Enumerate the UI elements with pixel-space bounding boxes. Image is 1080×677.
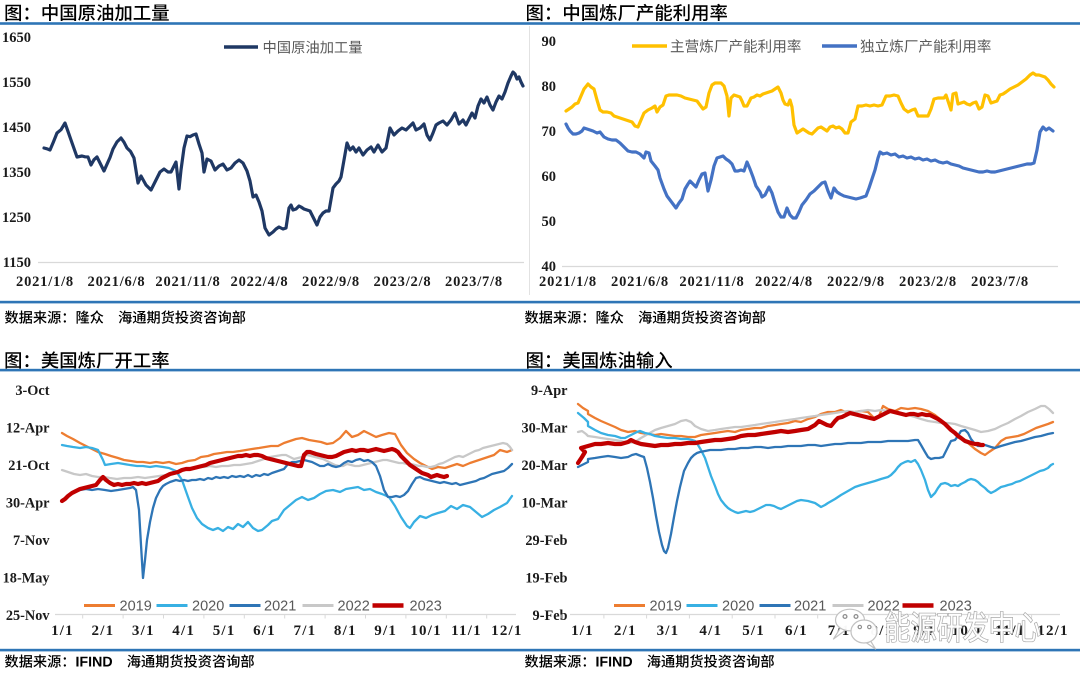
svg-text:2023/2/8: 2023/2/8 (899, 274, 957, 290)
svg-text:2022: 2022 (868, 599, 900, 615)
svg-text:11/1: 11/1 (451, 623, 482, 639)
svg-text:2/1: 2/1 (614, 623, 637, 639)
svg-text:20-Mar: 20-Mar (521, 458, 568, 474)
svg-text:70: 70 (542, 124, 557, 140)
svg-text:6/1: 6/1 (253, 623, 276, 639)
svg-text:2021/6/8: 2021/6/8 (88, 274, 146, 290)
svg-text:1450: 1450 (2, 120, 31, 136)
svg-text:8/1: 8/1 (334, 623, 357, 639)
svg-text:7-Nov: 7-Nov (13, 533, 50, 549)
svg-text:1250: 1250 (2, 210, 31, 226)
svg-text:2021/1/8: 2021/1/8 (539, 274, 597, 290)
svg-text:60: 60 (542, 169, 557, 185)
svg-text:10/1: 10/1 (410, 623, 441, 639)
svg-text:1150: 1150 (3, 255, 31, 271)
svg-text:2021: 2021 (264, 599, 296, 615)
svg-text:2022/9/8: 2022/9/8 (827, 274, 885, 290)
svg-text:1350: 1350 (2, 165, 31, 181)
svg-text:12-Apr: 12-Apr (6, 421, 50, 437)
svg-text:2022/4/8: 2022/4/8 (231, 274, 289, 290)
svg-text:2023/7/8: 2023/7/8 (445, 274, 503, 290)
svg-text:12/1: 12/1 (491, 623, 522, 639)
svg-text:2021/6/8: 2021/6/8 (611, 274, 669, 290)
svg-text:1/1: 1/1 (51, 623, 74, 639)
svg-text:9-Feb: 9-Feb (533, 608, 568, 624)
svg-text:3-Oct: 3-Oct (15, 383, 49, 399)
svg-text:30-Mar: 30-Mar (521, 421, 568, 437)
svg-text:10-Mar: 10-Mar (521, 496, 568, 512)
svg-text:21-Oct: 21-Oct (8, 458, 50, 474)
svg-text:29-Feb: 29-Feb (525, 533, 567, 549)
svg-text:19-Feb: 19-Feb (525, 571, 567, 587)
svg-text:3/1: 3/1 (657, 623, 680, 639)
svg-text:5/1: 5/1 (213, 623, 236, 639)
svg-text:2023/7/8: 2023/7/8 (971, 274, 1029, 290)
svg-text:4/1: 4/1 (699, 623, 722, 639)
svg-text:3/1: 3/1 (132, 623, 155, 639)
svg-text:1650: 1650 (2, 30, 31, 46)
svg-text:2022: 2022 (338, 599, 370, 615)
svg-text:2019: 2019 (120, 599, 152, 615)
svg-text:9/1: 9/1 (374, 623, 397, 639)
svg-text:2022/4/8: 2022/4/8 (755, 274, 813, 290)
svg-text:2021/11/8: 2021/11/8 (155, 274, 220, 290)
svg-text:2021/1/8: 2021/1/8 (16, 274, 74, 290)
svg-text:80: 80 (542, 79, 557, 95)
svg-text:18-May: 18-May (3, 571, 51, 587)
svg-text:25-Nov: 25-Nov (6, 608, 51, 624)
svg-text:12/1: 12/1 (1037, 623, 1068, 639)
svg-text:2/1: 2/1 (92, 623, 115, 639)
svg-text:7/1: 7/1 (294, 623, 317, 639)
svg-text:4/1: 4/1 (172, 623, 195, 639)
svg-text:2023: 2023 (940, 599, 972, 615)
svg-text:2019: 2019 (650, 599, 682, 615)
svg-text:2023/2/8: 2023/2/8 (374, 274, 432, 290)
svg-text:1550: 1550 (2, 75, 31, 91)
svg-text:2022/9/8: 2022/9/8 (302, 274, 360, 290)
svg-text:1/1: 1/1 (571, 623, 594, 639)
svg-text:40: 40 (542, 259, 557, 275)
svg-text:9-Apr: 9-Apr (531, 383, 568, 399)
svg-text:2020: 2020 (192, 599, 224, 615)
svg-text:6/1: 6/1 (785, 623, 808, 639)
svg-text:2021/11/8: 2021/11/8 (679, 274, 744, 290)
svg-text:2021: 2021 (794, 599, 826, 615)
svg-text:50: 50 (542, 214, 557, 230)
svg-text:30-Apr: 30-Apr (6, 496, 50, 512)
svg-text:2023: 2023 (410, 599, 442, 615)
svg-text:90: 90 (542, 34, 557, 50)
svg-text:2020: 2020 (722, 599, 754, 615)
svg-text:5/1: 5/1 (742, 623, 765, 639)
